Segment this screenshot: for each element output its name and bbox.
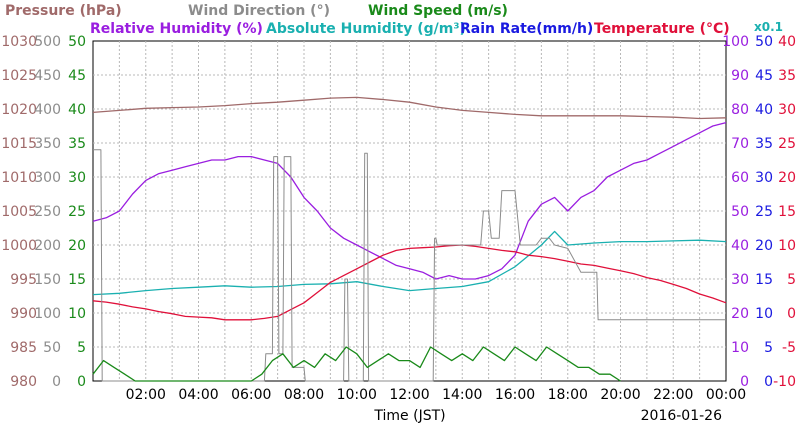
y-tick-wind_dir: 50 [43,340,61,356]
series-line-wind_speed [92,346,621,382]
y-tick-temp: 0 [787,306,796,322]
y-tick-wind_speed: 50 [68,34,86,50]
y-tick-rain: 30 [755,170,773,186]
y-tick-pressure: 1030 [1,34,37,50]
legend-rain-rate: Rain Rate(mm/h) [460,21,594,37]
y-tick-wind_dir: 300 [34,170,61,186]
date-label: 2016-01-26 [641,408,722,424]
y-tick-humidity: 80 [731,102,749,118]
legend-relative-humidity: Relative Humidity (%) [90,21,263,37]
y-tick-humidity: 0 [740,374,749,390]
y-tick-rain: 5 [764,340,773,356]
y-tick-wind_speed: 25 [68,204,86,220]
y-tick-wind_speed: 0 [77,374,86,390]
x-tick-label: 18:00 [548,387,588,403]
x-axis-label: Time (JST) [373,408,445,424]
series-line-pressure [92,96,727,120]
series-line-wind_dir [93,149,726,382]
y-tick-temp: 5 [787,272,796,288]
y-tick-temp: 20 [778,170,796,186]
x-tick-label: 04:00 [178,387,218,403]
y-tick-rain: 40 [755,102,773,118]
y-tick-temp: -5 [782,340,796,356]
x-tick-label: 20:00 [600,387,640,403]
x-tick-label: 14:00 [442,387,482,403]
y-tick-temp: -10 [773,374,796,390]
y-tick-rain: 10 [755,306,773,322]
y-tick-humidity: 100 [722,34,749,50]
y-tick-pressure: 1000 [1,238,37,254]
x-tick-label: 10:00 [337,387,377,403]
y-tick-pressure: 1020 [1,102,37,118]
x-axis-ticks: 02:00 04:00 06:00 08:00 10:00 12:00 14:00 16:00… [126,387,747,403]
y-tick-wind_speed: 5 [77,340,86,356]
y-tick-rain: 25 [755,204,773,220]
y-axis-ticks: 9809859909951000100510101015102010251030… [1,34,796,390]
y-tick-humidity: 60 [731,170,749,186]
x-tick-label: 22:00 [653,387,693,403]
y-tick-wind_speed: 35 [68,136,86,152]
x-tick-label: 12:00 [389,387,429,403]
y-tick-pressure: 995 [10,272,37,288]
y-tick-pressure: 1010 [1,170,37,186]
x-tick-label: 06:00 [231,387,271,403]
y-tick-wind_speed: 45 [68,68,86,84]
y-tick-wind_dir: 400 [34,102,61,118]
x-tick-label: 08:00 [284,387,324,403]
y-tick-humidity: 50 [731,204,749,220]
y-tick-temp: 25 [778,136,796,152]
y-tick-rain: 35 [755,136,773,152]
y-tick-wind_dir: 150 [34,272,61,288]
y-tick-temp: 15 [778,204,796,220]
y-tick-rain: 20 [755,238,773,254]
y-tick-rain: 45 [755,68,773,84]
y-tick-pressure: 980 [10,374,37,390]
y-tick-wind_dir: 250 [34,204,61,220]
multiplier-label: x0.1 [754,20,783,34]
x-tick-label: 00:00 [706,387,746,403]
y-tick-rain: 15 [755,272,773,288]
grid-lines [93,41,726,381]
x-tick-label: 16:00 [495,387,535,403]
y-tick-humidity: 90 [731,68,749,84]
series-line-temp [92,244,727,321]
y-tick-wind_speed: 15 [68,272,86,288]
y-tick-pressure: 1005 [1,204,37,220]
y-tick-wind_dir: 450 [34,68,61,84]
y-tick-wind_dir: 200 [34,238,61,254]
y-tick-humidity: 20 [731,306,749,322]
y-tick-pressure: 990 [10,306,37,322]
y-tick-wind_speed: 40 [68,102,86,118]
y-tick-pressure: 985 [10,340,37,356]
y-tick-pressure: 1025 [1,68,37,84]
y-tick-temp: 35 [778,68,796,84]
y-tick-humidity: 30 [731,272,749,288]
y-tick-wind_dir: 100 [34,306,61,322]
series-lines [92,96,727,382]
y-tick-humidity: 40 [731,238,749,254]
y-tick-rain: 50 [755,34,773,50]
y-tick-wind_speed: 30 [68,170,86,186]
y-tick-temp: 30 [778,102,796,118]
x-tick-label: 02:00 [126,387,166,403]
series-line-abs_hum [92,230,727,296]
y-tick-humidity: 10 [731,340,749,356]
legend-wind-speed: Wind Speed (m/s) [368,3,508,19]
y-tick-wind_dir: 500 [34,34,61,50]
y-tick-wind_speed: 20 [68,238,86,254]
series-line-humidity [92,121,727,280]
y-tick-wind_dir: 0 [52,374,61,390]
legend-absolute-humidity: Absolute Humidity (g/m³) [266,21,466,37]
y-tick-wind_speed: 10 [68,306,86,322]
legend-temperature: Temperature (°C) [594,21,730,37]
y-tick-temp: 10 [778,238,796,254]
y-tick-humidity: 70 [731,136,749,152]
legend-pressure: Pressure (hPa) [5,3,122,19]
y-tick-wind_dir: 350 [34,136,61,152]
y-tick-temp: 40 [778,34,796,50]
y-tick-pressure: 1015 [1,136,37,152]
legend-wind-direction: Wind Direction (°) [188,3,330,19]
y-tick-rain: 0 [764,374,773,390]
